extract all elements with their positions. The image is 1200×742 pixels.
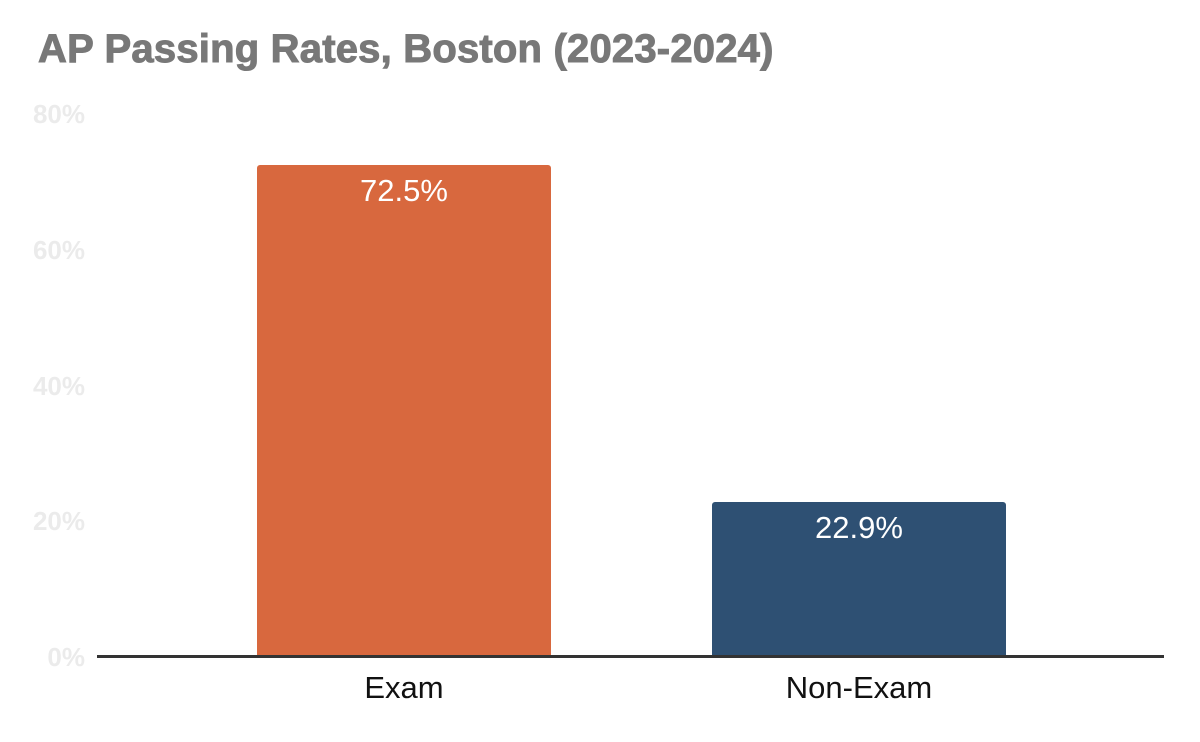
bar-value-label-non-exam: 22.9% (815, 509, 903, 545)
bar-non-exam: 22.9% (712, 501, 1006, 657)
bar-exam: 72.5% (257, 164, 551, 657)
bar-value-label-exam: 72.5% (360, 172, 448, 208)
x-axis-line (97, 655, 1164, 658)
y-axis-tick-label: 20% (32, 506, 85, 537)
category-label-non-exam: Non-Exam (785, 670, 933, 705)
y-axis-tick-label: 40% (32, 370, 85, 401)
chart-title: AP Passing Rates, Boston (2023-2024) (38, 27, 774, 72)
y-axis-tick-label: 80% (32, 99, 85, 129)
y-axis-tick-label: 0% (47, 642, 85, 672)
category-label-exam: Exam (364, 670, 444, 705)
y-axis-tick-label: 60% (32, 234, 85, 265)
